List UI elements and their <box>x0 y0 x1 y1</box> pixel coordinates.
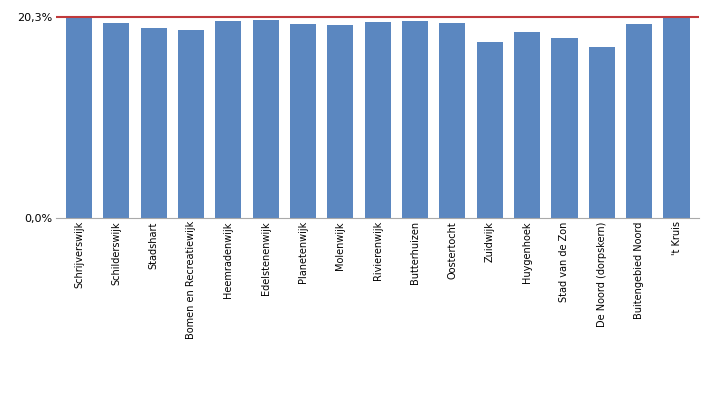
Bar <box>439 23 465 218</box>
Bar <box>364 22 391 218</box>
Bar <box>290 24 316 218</box>
Bar <box>402 21 428 218</box>
Bar <box>253 20 279 218</box>
Bar <box>103 23 129 218</box>
Bar <box>551 38 578 218</box>
Bar <box>589 47 615 218</box>
Bar <box>140 28 167 218</box>
Bar <box>626 24 652 218</box>
Bar <box>664 17 690 218</box>
Bar <box>178 30 204 218</box>
Bar <box>66 17 92 218</box>
Bar <box>328 25 354 218</box>
Bar <box>514 32 540 218</box>
Bar <box>477 42 503 218</box>
Bar <box>215 21 241 218</box>
